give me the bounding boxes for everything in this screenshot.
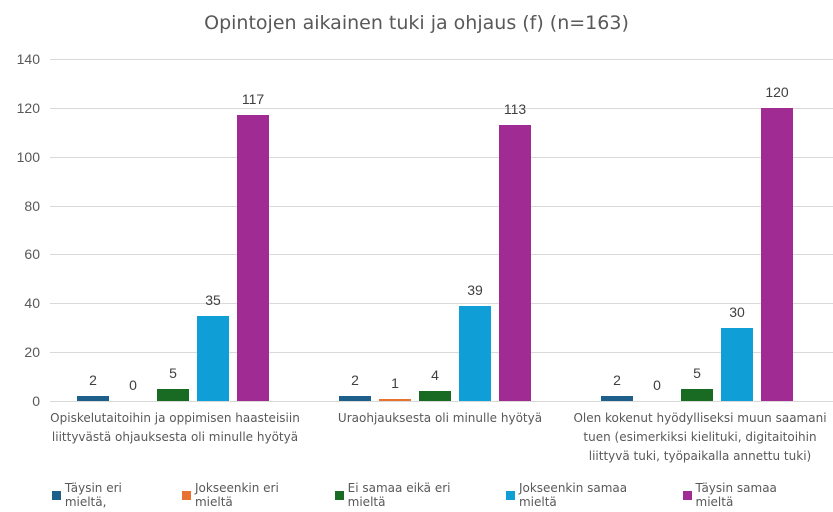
data-label: 113 <box>503 100 527 117</box>
bar <box>77 396 109 401</box>
legend-item: Ei samaa eikä eri mieltä <box>334 481 489 509</box>
legend-item: Täysin samaa mieltä <box>682 481 816 509</box>
bar <box>601 396 633 401</box>
gridline <box>50 254 833 256</box>
data-label: 120 <box>765 83 789 100</box>
legend-swatch-icon <box>334 490 344 500</box>
y-tick-label: 0 <box>32 393 40 409</box>
y-tick-label: 100 <box>16 148 40 165</box>
y-tick-label: 40 <box>24 295 40 312</box>
bar <box>721 327 753 401</box>
bar <box>419 391 451 401</box>
y-tick-label: 60 <box>24 246 40 263</box>
legend-label: Täysin eri mieltä, <box>64 481 122 509</box>
bar <box>157 388 189 401</box>
data-label: 2 <box>89 372 97 389</box>
gridline <box>50 107 833 109</box>
legend-swatch-icon <box>682 490 692 500</box>
data-label: 39 <box>467 281 483 298</box>
y-tick-label: 140 <box>16 51 40 67</box>
data-label: 4 <box>431 367 439 384</box>
y-tick-label: 80 <box>24 197 40 214</box>
bar <box>339 396 371 401</box>
legend-label: Täysin samaa mieltä <box>695 481 777 509</box>
legend-label: Jokseenkin samaa mieltä <box>518 481 628 509</box>
x-category-label: Opiskelutaitoihin ja oppimisen haasteisi… <box>50 411 300 444</box>
bar <box>499 124 531 401</box>
gridline <box>50 303 833 305</box>
gridline <box>50 59 833 60</box>
y-tick-label: 120 <box>16 99 40 116</box>
data-label: 0 <box>129 377 137 393</box>
legend: Täysin eri mieltä, Jokseenkin eri mieltä E… <box>52 481 833 509</box>
x-category-label: Olen kokenut hyödylliseksi muun saamani t… <box>573 411 827 463</box>
legend-swatch-icon <box>506 490 515 500</box>
bar <box>681 388 713 401</box>
legend-swatch-icon <box>52 490 61 500</box>
data-label: 2 <box>613 372 621 389</box>
data-label: 0 <box>653 377 661 393</box>
data-label: 5 <box>693 364 701 381</box>
y-tick-label: 20 <box>24 344 40 361</box>
gridline <box>50 401 833 402</box>
legend-label: Jokseenkin eri mieltä <box>194 481 279 509</box>
bar <box>237 115 269 401</box>
bar <box>459 305 491 401</box>
bar <box>379 398 411 401</box>
legend-item: Täysin eri mieltä, <box>52 481 165 509</box>
gridline <box>50 156 833 158</box>
data-label: 5 <box>169 364 177 381</box>
data-label: 1 <box>391 374 399 391</box>
legend-swatch-icon <box>182 490 191 500</box>
data-label: 117 <box>241 91 265 108</box>
data-label: 2 <box>351 372 359 389</box>
legend-item: Jokseenkin eri mieltä <box>182 481 318 509</box>
x-category-label: Uraohjauksesta oli minulle hyötyä <box>337 411 543 425</box>
chart-title: Opintojen aikainen tuki ja ohjaus (f) (n… <box>204 12 629 34</box>
gridline <box>50 352 833 354</box>
bar <box>761 107 793 401</box>
bar <box>197 315 229 401</box>
gridline <box>50 205 833 207</box>
data-label: 30 <box>729 303 745 320</box>
legend-item: Jokseenkin samaa mieltä <box>506 481 666 509</box>
data-label: 35 <box>205 291 221 308</box>
legend-label: Ei samaa eikä eri mieltä <box>347 481 451 509</box>
